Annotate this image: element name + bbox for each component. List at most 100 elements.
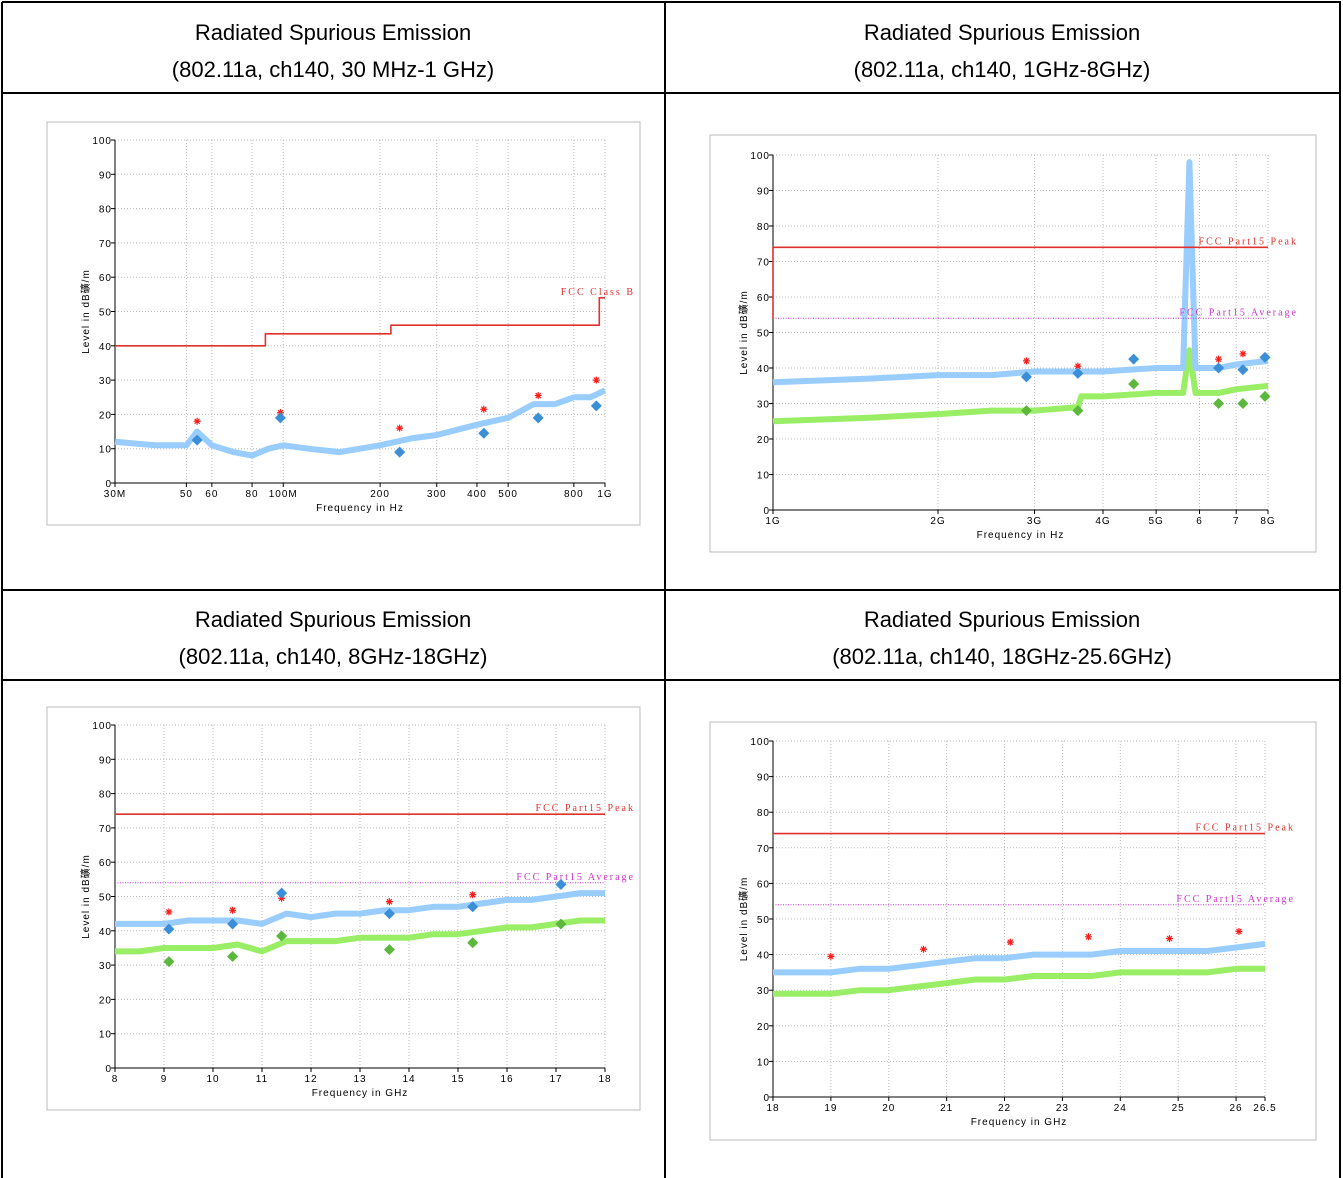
limit-label: FCC Part15 Average [516,872,635,883]
x-tick-label: 8G [1260,516,1275,527]
x-tick-label: 15 [451,1074,464,1085]
x-tick-label: 1G [597,489,612,500]
y-tick-label: 80 [99,790,112,801]
x-tick-label: 13 [353,1074,366,1085]
measure-marker [1072,367,1084,379]
measure-marker [1259,390,1271,402]
y-tick-label: 10 [757,1057,770,1068]
measure-marker [1213,398,1225,409]
measure-marker [276,887,288,899]
y-tick-label: 60 [757,879,770,890]
x-tick-label: 100M [269,489,298,500]
y-tick-label: 70 [99,239,112,250]
x-axis-label: Frequency in GHz [312,1088,409,1099]
trace [773,965,1265,997]
y-axis-label: Level in dB礦/m [79,269,92,354]
x-tick-label: 24 [1114,1103,1127,1114]
limit-label: FCC Part15 Average [1176,894,1295,905]
trace [772,347,1269,425]
peak-marker [592,376,600,384]
x-tick-label: 60 [205,489,218,500]
measure-marker [227,951,239,963]
x-tick-label: 26.5 [1253,1103,1276,1114]
x-tick-label: 30M [104,489,126,500]
x-tick-label: 23 [1056,1103,1069,1114]
y-tick-label: 90 [757,773,770,784]
x-tick-label: 19 [824,1103,837,1114]
x-tick-label: 6 [1196,516,1203,527]
x-tick-label: 50 [180,489,193,500]
y-tick-label: 10 [99,445,112,456]
x-tick-label: 800 [564,489,584,500]
x-tick-label: 25 [1172,1103,1185,1114]
y-tick-label: 100 [750,151,770,162]
x-tick-label: 12 [304,1074,317,1085]
cell-subtitle: (802.11a, ch140, 30 MHz-1 GHz) [172,57,494,82]
y-tick-label: 70 [99,824,112,835]
measure-marker [1237,364,1249,376]
x-tick-label: 2G [930,516,945,527]
chart-cell: Radiated Spurious Emission (802.11a, ch14… [46,607,641,1111]
y-tick-label: 0 [105,1064,112,1075]
y-tick-label: 0 [763,506,770,517]
y-tick-label: 30 [757,986,770,997]
limit-label: FCC Part15 Peak [1196,823,1295,834]
y-tick-label: 20 [99,410,112,421]
measure-marker [191,434,203,446]
x-tick-label: 80 [245,489,258,500]
chart-cell: Radiated Spurious Emission (802.11a, ch14… [46,20,641,526]
measure-marker [1128,353,1140,365]
x-axis-label: Frequency in Hz [977,530,1065,541]
peak-marker [919,945,927,953]
measure-marker [163,923,175,935]
measure-marker [1020,371,1032,383]
measure-marker [227,918,239,930]
measure-marker [532,412,544,424]
peak-marker [1006,938,1014,946]
measure-marker [383,944,395,956]
x-tick-label: 26 [1229,1103,1242,1114]
limit-label: FCC Class B [561,287,635,298]
measure-marker [394,446,406,458]
measure-marker [1072,405,1084,417]
peak-marker [1084,933,1092,941]
y-tick-label: 0 [105,479,112,490]
x-tick-label: 3G [1027,516,1042,527]
peak-marker [1165,935,1173,943]
chart-frame [709,134,1317,553]
measure-marker [555,878,567,890]
y-tick-label: 80 [757,222,770,233]
y-tick-label: 60 [99,273,112,284]
peak-marker [385,898,393,906]
y-tick-label: 20 [757,1022,770,1033]
y-tick-label: 90 [757,187,770,198]
y-tick-label: 10 [757,471,770,482]
y-tick-label: 100 [92,136,112,147]
x-tick-label: 22 [998,1103,1011,1114]
measure-marker [478,427,490,439]
measure-marker [274,412,286,424]
peak-marker [1215,355,1223,363]
measure-marker [1213,362,1225,374]
measure-marker [467,937,479,949]
y-tick-label: 20 [757,435,770,446]
x-tick-label: 10 [206,1074,219,1085]
x-tick-label: 8 [112,1074,119,1085]
measure-marker [1128,378,1140,390]
measure-marker [163,956,175,968]
x-tick-label: 1G [765,516,780,527]
peak-marker [534,392,542,400]
x-tick-label: 400 [467,489,487,500]
chart-frame [46,121,641,526]
y-tick-label: 50 [99,893,112,904]
peak-marker [229,906,237,914]
y-tick-label: 40 [99,927,112,938]
measure-marker [276,930,288,942]
trace [773,940,1266,976]
y-tick-label: 0 [763,1093,770,1104]
y-axis-label: Level in dB礦/m [737,290,750,375]
y-tick-label: 30 [99,961,112,972]
peak-marker [1074,362,1082,370]
